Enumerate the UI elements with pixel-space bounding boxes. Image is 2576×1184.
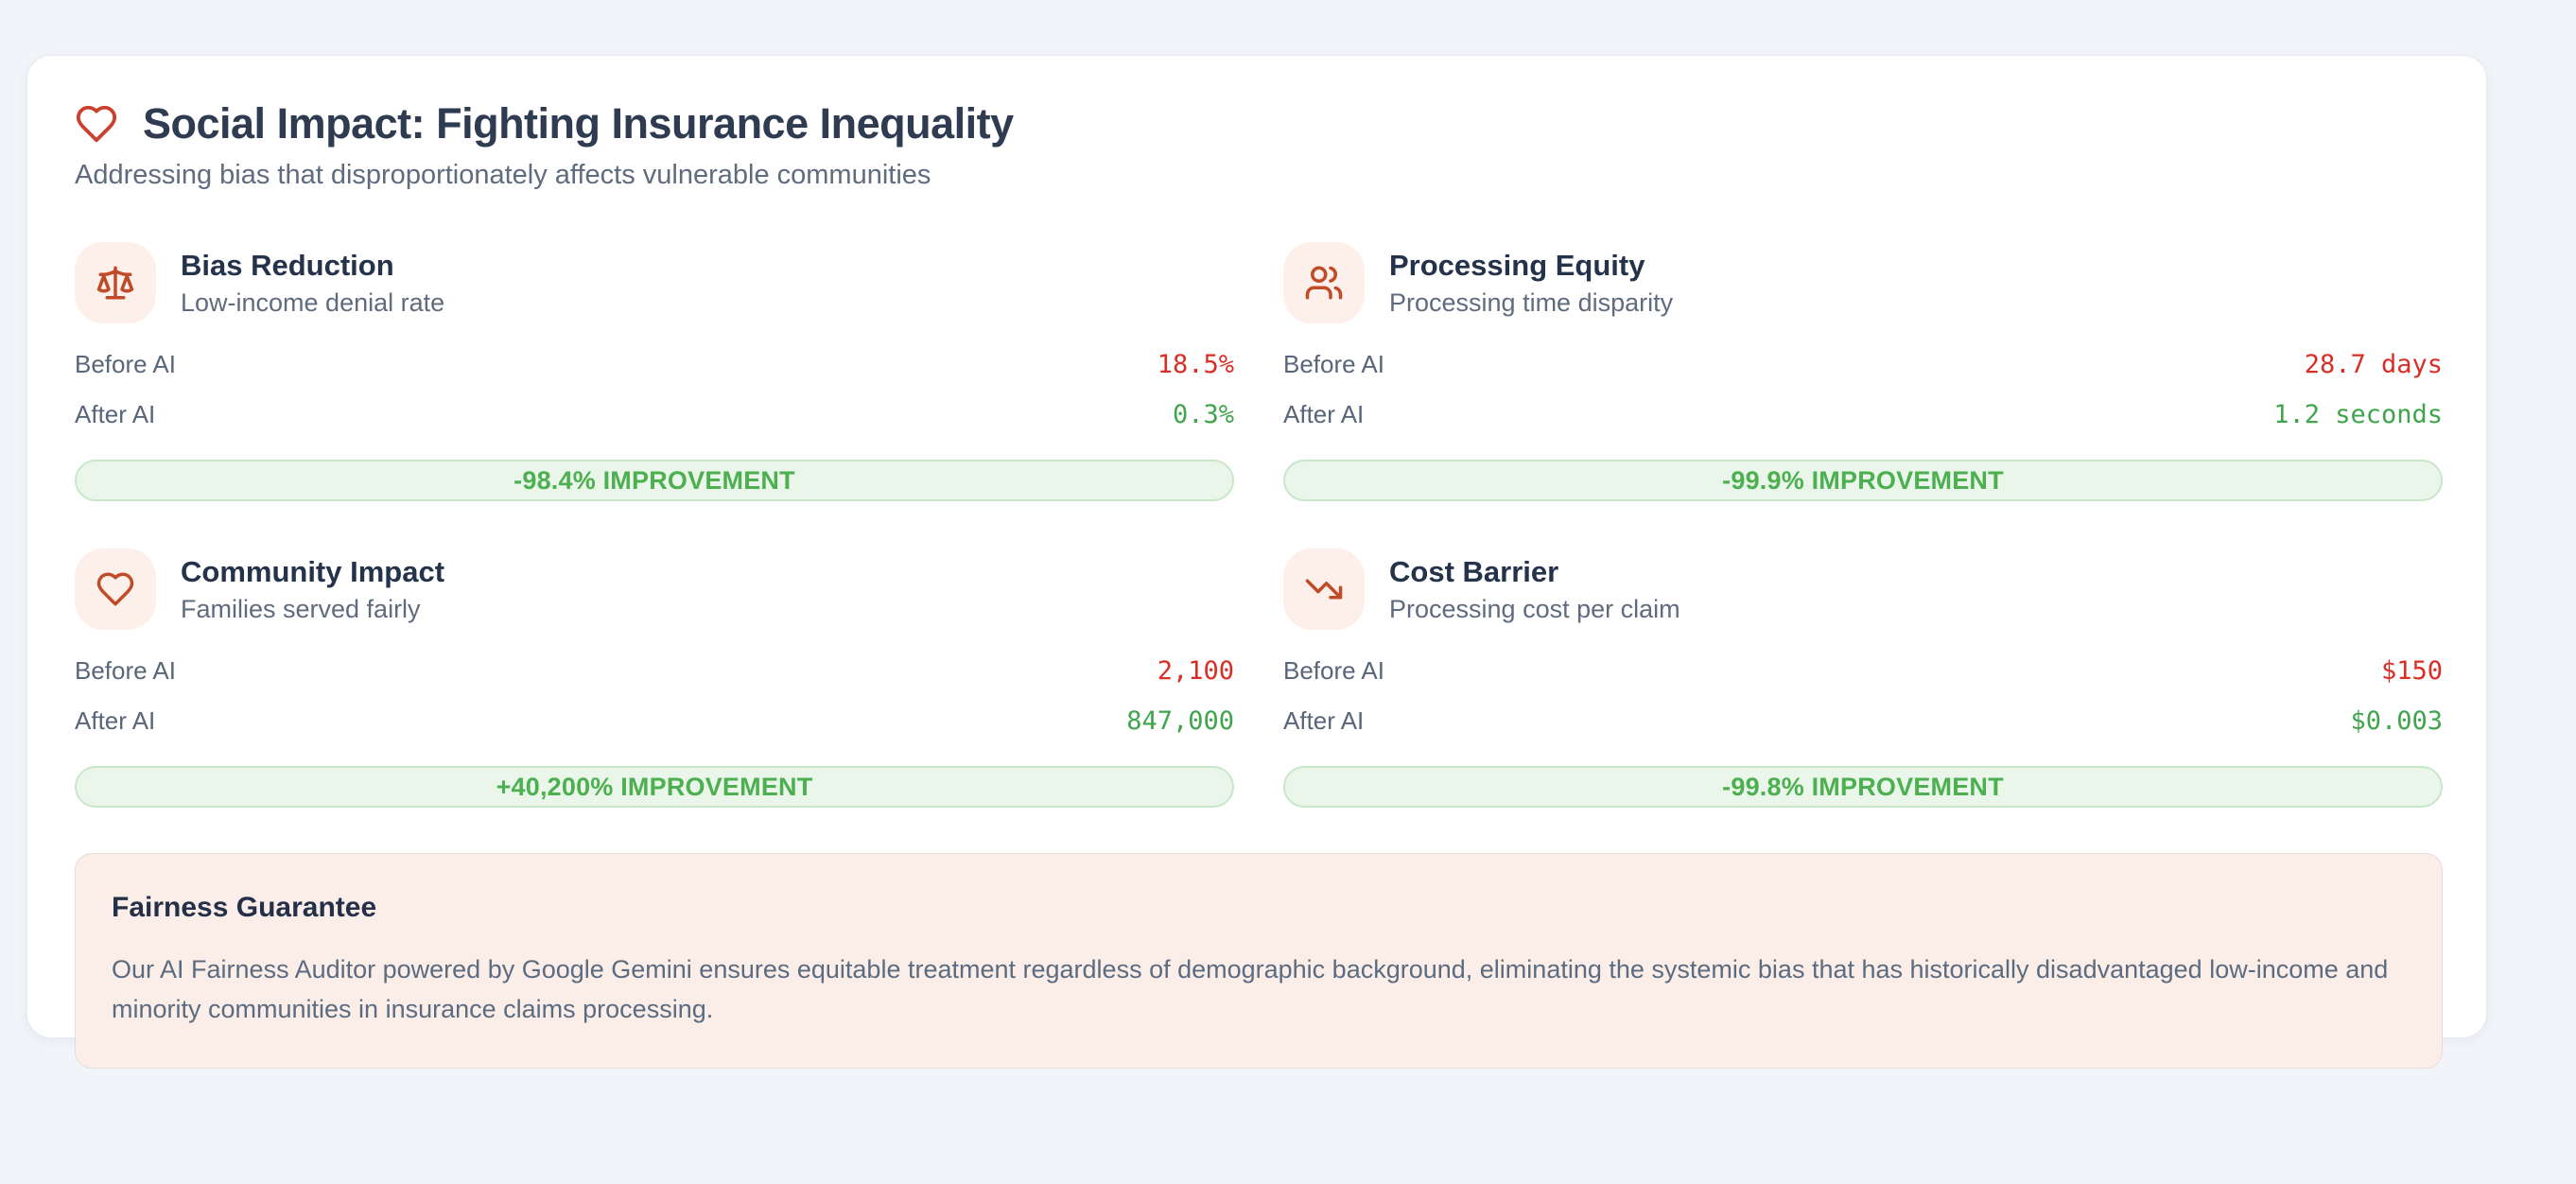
improvement-badge: -99.9% IMPROVEMENT — [1283, 460, 2443, 501]
fairness-guarantee-panel: Fairness Guarantee Our AI Fairness Audit… — [75, 853, 2443, 1069]
metric-rows: Before AI $150 After AI $0.003 — [1283, 656, 2443, 736]
metric-rows: Before AI 2,100 After AI 847,000 — [75, 656, 1234, 736]
metric-subtitle: Low-income denial rate — [181, 287, 445, 317]
before-label: Before AI — [75, 656, 176, 685]
icon-chip — [1283, 242, 1365, 323]
fairness-body: Our AI Fairness Auditor powered by Googl… — [112, 955, 2389, 1023]
fairness-title: Fairness Guarantee — [112, 892, 377, 923]
after-row: After AI 847,000 — [75, 706, 1234, 736]
after-value: $0.003 — [2350, 706, 2443, 736]
metric-header-text: Community Impact Families served fairly — [181, 555, 444, 624]
social-impact-card: Social Impact: Fighting Insurance Inequa… — [26, 55, 2487, 1069]
metric-header: Bias Reduction Low-income denial rate — [75, 242, 1234, 323]
users-icon — [1305, 266, 1343, 300]
after-label: After AI — [75, 706, 156, 735]
before-row: Before AI 2,100 — [75, 656, 1234, 686]
metric-title: Community Impact — [181, 554, 445, 588]
metric-header-text: Cost Barrier Processing cost per claim — [1389, 555, 1680, 624]
before-row: Before AI $150 — [1283, 656, 2443, 686]
metric-rows: Before AI 18.5% After AI 0.3% — [75, 350, 1234, 429]
metric-title: Cost Barrier — [1389, 554, 1559, 588]
metric-header-text: Bias Reduction Low-income denial rate — [181, 249, 444, 318]
metric-header: Community Impact Families served fairly — [75, 548, 1234, 630]
before-label: Before AI — [75, 350, 176, 378]
icon-chip — [1283, 548, 1365, 630]
before-value: 2,100 — [1157, 656, 1234, 686]
metric-header-text: Processing Equity Processing time dispar… — [1389, 249, 1673, 318]
improvement-badge: -99.8% IMPROVEMENT — [1283, 766, 2443, 808]
before-value: 18.5% — [1157, 350, 1234, 379]
after-label: After AI — [75, 400, 156, 428]
metric-cost-barrier: Cost Barrier Processing cost per claim B… — [1283, 548, 2443, 808]
heart-icon — [76, 105, 117, 143]
heart-icon — [96, 572, 134, 606]
metric-rows: Before AI 28.7 days After AI 1.2 seconds — [1283, 350, 2443, 429]
metric-title: Bias Reduction — [181, 248, 394, 282]
after-label: After AI — [1283, 706, 1365, 735]
metric-title: Processing Equity — [1389, 248, 1645, 282]
after-label: After AI — [1283, 400, 1365, 428]
before-value: $150 — [2380, 656, 2443, 686]
trending-down-icon — [1305, 579, 1343, 600]
page-title: Social Impact: Fighting Insurance Inequa… — [143, 99, 1014, 148]
icon-chip — [75, 548, 156, 630]
after-value: 0.3% — [1172, 400, 1234, 429]
improvement-badge: -98.4% IMPROVEMENT — [75, 460, 1234, 501]
metric-subtitle: Families served fairly — [181, 594, 421, 623]
after-row: After AI $0.003 — [1283, 706, 2443, 736]
metric-subtitle: Processing cost per claim — [1389, 594, 1680, 623]
improvement-badge: +40,200% IMPROVEMENT — [75, 766, 1234, 808]
icon-chip — [75, 242, 156, 323]
metric-subtitle: Processing time disparity — [1389, 287, 1674, 317]
before-row: Before AI 18.5% — [75, 350, 1234, 379]
metric-header: Processing Equity Processing time dispar… — [1283, 242, 2443, 323]
before-label: Before AI — [1283, 350, 1384, 378]
before-row: Before AI 28.7 days — [1283, 350, 2443, 379]
after-value: 1.2 seconds — [2273, 400, 2443, 429]
page-subtitle: Addressing bias that disproportionately … — [75, 160, 931, 190]
card-header: Social Impact: Fighting Insurance Inequa… — [75, 99, 2443, 148]
metric-header: Cost Barrier Processing cost per claim — [1283, 548, 2443, 630]
metrics-grid: Bias Reduction Low-income denial rate Be… — [75, 242, 2443, 808]
after-row: After AI 0.3% — [75, 400, 1234, 429]
scale-icon — [96, 266, 134, 300]
after-value: 847,000 — [1126, 706, 1234, 736]
after-row: After AI 1.2 seconds — [1283, 400, 2443, 429]
metric-bias-reduction: Bias Reduction Low-income denial rate Be… — [75, 242, 1234, 501]
metric-processing-equity: Processing Equity Processing time dispar… — [1283, 242, 2443, 501]
metric-community-impact: Community Impact Families served fairly … — [75, 548, 1234, 808]
before-label: Before AI — [1283, 656, 1384, 685]
before-value: 28.7 days — [2304, 350, 2443, 379]
